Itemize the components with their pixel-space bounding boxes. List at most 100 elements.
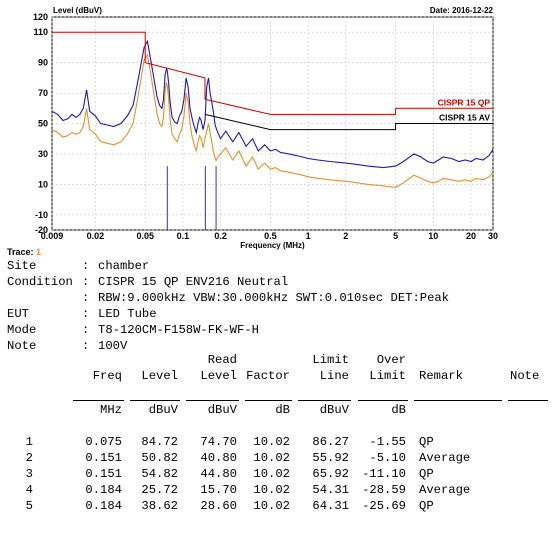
y-tick-label: 70 bbox=[38, 88, 48, 98]
info-row: Condition: CISPR 15 QP ENV216 Neutral bbox=[7, 274, 288, 290]
table-cell: Average bbox=[419, 451, 471, 465]
table-cell: Average bbox=[419, 483, 471, 497]
table-cell: 74.70 bbox=[200, 435, 237, 449]
table-cell: 50.82 bbox=[141, 451, 178, 465]
table-cell: 10.02 bbox=[253, 467, 290, 481]
table-cell: 0.184 bbox=[85, 499, 122, 513]
header-rule bbox=[298, 400, 351, 401]
table-cell: -25.69 bbox=[362, 499, 406, 513]
column-header-top: Over bbox=[376, 353, 406, 367]
x-axis-label: Frequency (MHz) bbox=[240, 241, 305, 250]
qp-limit-label: CISPR 15 QP bbox=[438, 97, 491, 107]
x-tick-label: 0.1 bbox=[177, 231, 190, 241]
info-value: 100V bbox=[98, 339, 128, 353]
column-header: Note bbox=[510, 369, 540, 383]
table-cell: QP bbox=[419, 467, 434, 481]
column-header: Freq bbox=[92, 369, 122, 383]
table-cell: -11.10 bbox=[362, 467, 406, 481]
average-trace-line bbox=[51, 53, 494, 188]
y-tick-label: -20 bbox=[35, 225, 48, 235]
info-separator: : bbox=[82, 323, 90, 337]
table-cell: 64.31 bbox=[312, 499, 349, 513]
x-tick-label: 5 bbox=[393, 231, 398, 241]
qp-limit-line bbox=[52, 31, 493, 115]
x-tick-label: 0.2 bbox=[214, 231, 227, 241]
table-cell: 15.70 bbox=[200, 483, 237, 497]
table-cell: 10.02 bbox=[253, 451, 290, 465]
x-tick-label: 2 bbox=[343, 231, 348, 241]
table-cell: 1 bbox=[25, 435, 33, 449]
y-tick-label: -10 bbox=[35, 210, 48, 220]
table-cell: 10.02 bbox=[253, 483, 290, 497]
x-tick-label: 1 bbox=[306, 231, 311, 241]
info-key: EUT bbox=[7, 307, 29, 321]
info-separator: : bbox=[82, 307, 90, 321]
table-cell: 28.60 bbox=[200, 499, 237, 513]
header-rule bbox=[358, 400, 408, 401]
info-separator: : bbox=[82, 291, 90, 305]
trace-label: Trace: bbox=[7, 247, 34, 257]
x-tick-label: 20 bbox=[466, 231, 476, 241]
info-row: Mode: T8-120CM-F158W-FK-WF-H bbox=[7, 322, 259, 338]
header-rule bbox=[186, 400, 239, 401]
y-tick-label: 30 bbox=[38, 149, 48, 159]
info-row: Site: chamber bbox=[7, 258, 149, 274]
table-cell: 84.72 bbox=[141, 435, 178, 449]
column-header: Level bbox=[200, 369, 237, 383]
emission-chart: 0.009 0.02 0.05 0.1 0.2 0.5 1 2 5 10 20 30 -20 -10 10 3… bbox=[0, 0, 555, 250]
unit-header: dBuV bbox=[319, 403, 349, 417]
trace-number: 1 bbox=[36, 247, 42, 257]
info-row: EUT: LED Tube bbox=[7, 306, 157, 322]
info-value: LED Tube bbox=[98, 307, 157, 321]
unit-header: dB bbox=[391, 403, 406, 417]
peak-trace-line bbox=[51, 39, 494, 169]
av-limit-line bbox=[204, 113, 493, 131]
table-cell: 0.075 bbox=[85, 435, 122, 449]
column-header-top: Limit bbox=[312, 353, 349, 367]
info-key: Note bbox=[7, 339, 37, 353]
table-cell: QP bbox=[419, 435, 434, 449]
info-value: CISPR 15 QP ENV216 Neutral bbox=[98, 275, 289, 289]
y-tick-label: 10 bbox=[38, 179, 48, 189]
header-rule bbox=[73, 400, 124, 401]
info-value: chamber bbox=[98, 259, 150, 273]
info-separator: : bbox=[82, 339, 90, 353]
unit-header: dBuV bbox=[148, 403, 178, 417]
table-cell: 40.80 bbox=[200, 451, 237, 465]
header-rule bbox=[130, 400, 180, 401]
x-tick-label: 0.5 bbox=[264, 231, 277, 241]
y-tick-label: 110 bbox=[33, 27, 48, 37]
info-separator: : bbox=[82, 275, 90, 289]
table-cell: 3 bbox=[25, 467, 33, 481]
column-header: Factor bbox=[246, 369, 290, 383]
av-limit-label: CISPR 15 AV bbox=[439, 113, 490, 123]
header-rule bbox=[414, 400, 502, 401]
table-cell: 54.31 bbox=[312, 483, 349, 497]
table-cell: 54.82 bbox=[141, 467, 178, 481]
column-header: Line bbox=[319, 369, 349, 383]
y-tick-label: 50 bbox=[38, 119, 48, 129]
x-tick-label: 0.02 bbox=[87, 231, 105, 241]
chart-date: Date: 2016-12-22 bbox=[430, 6, 494, 15]
info-row: : RBW:9.000kHz VBW:30.000kHz SWT:0.010sec… bbox=[7, 290, 449, 306]
table-cell: 0.184 bbox=[85, 483, 122, 497]
table-cell: QP bbox=[419, 499, 434, 513]
table-cell: 86.27 bbox=[312, 435, 349, 449]
x-tick-label: 30 bbox=[488, 231, 498, 241]
x-tick-label: 0.009 bbox=[41, 231, 64, 241]
x-tick-label: 10 bbox=[428, 231, 438, 241]
table-cell: 55.92 bbox=[312, 451, 349, 465]
table-cell: 5 bbox=[25, 499, 33, 513]
table-cell: 44.80 bbox=[200, 467, 237, 481]
table-cell: -1.55 bbox=[369, 435, 406, 449]
info-key: Condition bbox=[7, 275, 73, 289]
column-header: Remark bbox=[419, 369, 463, 383]
unit-header: MHz bbox=[100, 403, 122, 417]
table-cell: 0.151 bbox=[85, 451, 122, 465]
table-cell: -28.59 bbox=[362, 483, 406, 497]
header-rule bbox=[245, 400, 292, 401]
table-cell: 2 bbox=[25, 451, 33, 465]
y-tick-label: 90 bbox=[38, 58, 48, 68]
info-key: Site bbox=[7, 259, 37, 273]
chart-svg: 0.009 0.02 0.05 0.1 0.2 0.5 1 2 5 10 20 30 -20 -10 10 3… bbox=[33, 6, 498, 250]
